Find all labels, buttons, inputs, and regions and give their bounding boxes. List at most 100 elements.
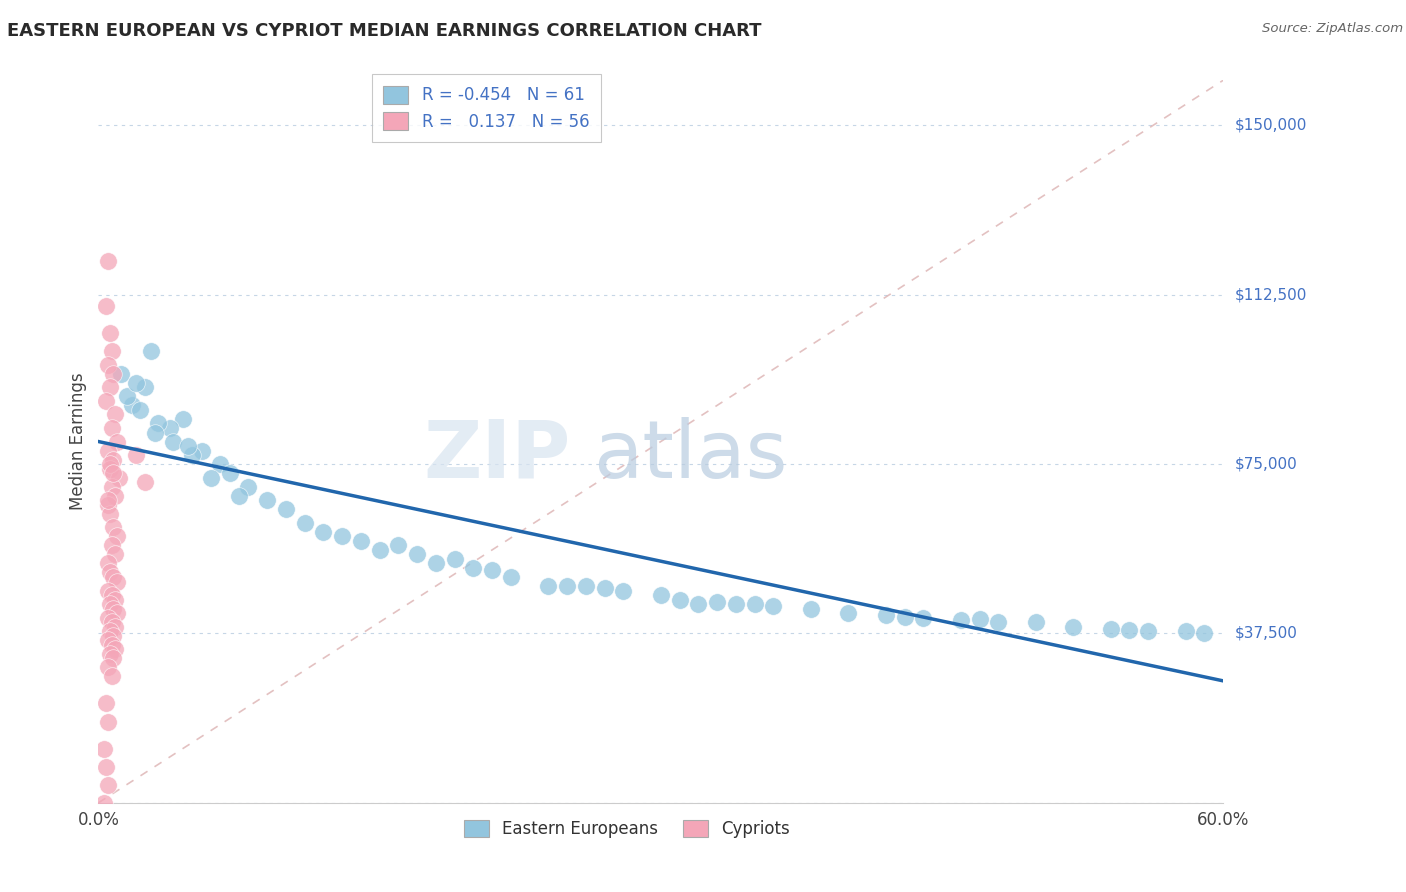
Point: [499, 570, 522, 584]
Point: [108, 470, 131, 484]
Point: [688, 597, 710, 611]
Point: [128, 403, 150, 417]
Legend: Eastern Europeans, Cypriots: Eastern Europeans, Cypriots: [457, 814, 797, 845]
Text: $37,500: $37,500: [1234, 626, 1298, 641]
Point: [103, 520, 125, 534]
Point: [104, 620, 127, 634]
Point: [463, 561, 485, 575]
Point: [94, 697, 117, 711]
Point: [800, 601, 823, 615]
Point: [949, 613, 972, 627]
Point: [162, 434, 184, 449]
Point: [98, 566, 121, 580]
Point: [650, 588, 672, 602]
Point: [98, 507, 121, 521]
Point: [97, 498, 120, 512]
Point: [148, 417, 170, 431]
Point: [100, 344, 122, 359]
Point: [100, 615, 122, 630]
Point: [274, 502, 297, 516]
Point: [228, 489, 250, 503]
Point: [103, 570, 125, 584]
Point: [368, 542, 391, 557]
Point: [668, 592, 690, 607]
Point: [104, 489, 127, 503]
Point: [100, 538, 122, 552]
Point: [103, 452, 125, 467]
Point: [593, 582, 616, 596]
Point: [190, 443, 212, 458]
Point: [893, 609, 915, 624]
Point: [312, 524, 335, 539]
Point: [103, 601, 125, 615]
Point: [1137, 624, 1160, 639]
Point: [387, 538, 409, 552]
Point: [209, 457, 232, 471]
Point: [159, 421, 181, 435]
Point: [97, 557, 120, 571]
Point: [98, 624, 121, 639]
Point: [218, 466, 240, 480]
Point: [406, 548, 429, 562]
Point: [238, 480, 260, 494]
Point: [121, 398, 143, 412]
Point: [1174, 624, 1197, 639]
Point: [1099, 622, 1122, 636]
Point: [134, 475, 156, 490]
Point: [98, 380, 121, 394]
Point: [575, 579, 598, 593]
Point: [612, 583, 634, 598]
Point: [97, 714, 120, 729]
Point: [537, 579, 560, 593]
Point: [103, 367, 125, 381]
Point: [105, 606, 128, 620]
Point: [98, 597, 121, 611]
Point: [104, 408, 127, 422]
Point: [100, 421, 122, 435]
Point: [103, 466, 125, 480]
Point: [104, 642, 127, 657]
Point: [97, 660, 120, 674]
Point: [97, 493, 120, 508]
Point: [1062, 620, 1084, 634]
Point: [837, 606, 859, 620]
Point: [97, 253, 120, 268]
Text: $75,000: $75,000: [1234, 457, 1298, 472]
Point: [94, 393, 117, 408]
Point: [762, 599, 785, 614]
Point: [105, 529, 128, 543]
Point: [105, 434, 128, 449]
Point: [143, 425, 166, 440]
Point: [105, 574, 128, 589]
Point: [98, 461, 121, 475]
Point: [110, 367, 132, 381]
Point: [125, 376, 148, 390]
Point: [94, 299, 117, 313]
Text: ZIP: ZIP: [423, 417, 571, 495]
Point: [94, 760, 117, 774]
Point: [294, 516, 316, 530]
Point: [100, 669, 122, 683]
Y-axis label: Median Earnings: Median Earnings: [69, 373, 87, 510]
Point: [139, 344, 162, 359]
Point: [443, 552, 465, 566]
Point: [93, 741, 115, 756]
Point: [98, 326, 121, 340]
Point: [350, 533, 373, 548]
Point: [100, 638, 122, 652]
Text: EASTERN EUROPEAN VS CYPRIOT MEDIAN EARNINGS CORRELATION CHART: EASTERN EUROPEAN VS CYPRIOT MEDIAN EARNI…: [7, 22, 762, 40]
Text: Source: ZipAtlas.com: Source: ZipAtlas.com: [1263, 22, 1403, 36]
Point: [134, 380, 156, 394]
Point: [100, 480, 122, 494]
Point: [177, 439, 200, 453]
Point: [481, 563, 503, 577]
Point: [100, 588, 122, 602]
Point: [97, 358, 120, 372]
Point: [115, 389, 138, 403]
Text: $150,000: $150,000: [1234, 118, 1306, 133]
Point: [425, 557, 447, 571]
Point: [125, 448, 148, 462]
Point: [97, 610, 120, 624]
Point: [103, 651, 125, 665]
Point: [98, 647, 121, 661]
